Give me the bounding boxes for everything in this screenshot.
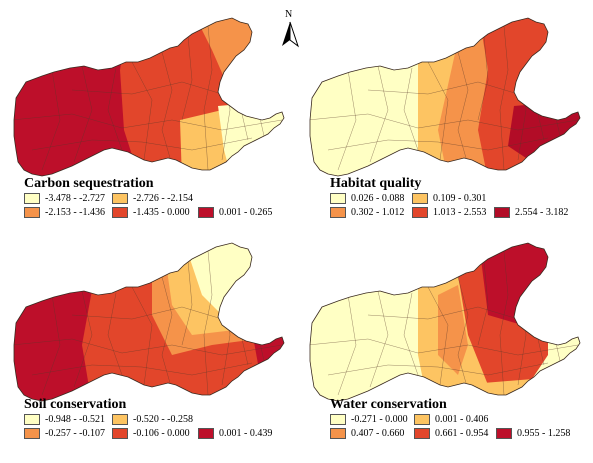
panel-title: Soil conservation [24, 397, 127, 412]
legend-swatch [412, 193, 428, 204]
legend-item: -3.478 - -2.727 [24, 193, 112, 204]
legend-item: -0.106 - 0.000 [112, 428, 198, 439]
legend-swatch [412, 207, 428, 218]
legend-swatch [330, 207, 346, 218]
legend-swatch [112, 207, 128, 218]
legend-spacer [198, 414, 284, 425]
legend-label: -0.271 - 0.000 [351, 414, 408, 425]
habitat-quality-map [309, 17, 581, 177]
legend-label: 0.026 - 0.088 [351, 193, 405, 204]
legend-label: 0.661 - 0.954 [435, 428, 489, 439]
zone-class-5 [252, 325, 284, 375]
legend-label: 2.554 - 3.182 [515, 207, 569, 218]
legend-item: -0.257 - -0.107 [24, 428, 112, 439]
panel-water-conservation: Water conservation -0.271 - 0.000 0.001 … [308, 235, 583, 450]
legend-item: 0.302 - 1.012 [330, 207, 412, 218]
legend-item: 0.955 - 1.258 [496, 428, 582, 439]
legend-label: -1.435 - 0.000 [133, 207, 190, 218]
legend-item: 0.407 - 0.660 [330, 428, 414, 439]
legend-label: 0.001 - 0.406 [435, 414, 489, 425]
legend-swatch [24, 193, 40, 204]
panel-carbon-sequestration: Carbon sequestration -3.478 - -2.727 -2.… [12, 10, 287, 225]
legend-item: -0.271 - 0.000 [330, 414, 414, 425]
legend: -0.948 - -0.521 -0.520 - -0.258 -0.257 -… [24, 414, 284, 439]
legend-swatch [112, 428, 128, 439]
zone-class-4 [478, 18, 548, 176]
legend-label: -2.726 - -2.154 [133, 193, 193, 204]
panel-title: Water conservation [330, 397, 447, 412]
legend-label: 0.001 - 0.439 [219, 428, 273, 439]
legend-item: 1.013 - 2.553 [412, 207, 494, 218]
north-label: N [285, 9, 293, 20]
legend: -3.478 - -2.727 -2.726 - -2.154 -2.153 -… [24, 193, 284, 218]
legend-label: 0.407 - 0.660 [351, 428, 405, 439]
legend-label: 0.109 - 0.301 [433, 193, 487, 204]
legend-item: -0.948 - -0.521 [24, 414, 112, 425]
legend-swatch [496, 428, 512, 439]
legend-spacer [198, 193, 284, 204]
legend-swatch [198, 428, 214, 439]
legend-swatch [198, 207, 214, 218]
legend-item: -2.726 - -2.154 [112, 193, 198, 204]
panel-soil-conservation: Soil conservation -0.948 - -0.521 -0.520… [12, 235, 287, 450]
legend-swatch [494, 207, 510, 218]
water-conservation-map [309, 242, 581, 402]
legend-item: 0.001 - 0.439 [198, 428, 284, 439]
legend-item: -0.520 - -0.258 [112, 414, 198, 425]
panel-habitat-quality: Habitat quality 0.026 - 0.088 0.109 - 0.… [308, 10, 583, 225]
legend-label: 1.013 - 2.553 [433, 207, 487, 218]
legend: 0.026 - 0.088 0.109 - 0.301 0.302 - 1.01… [330, 193, 580, 218]
panel-title: Habitat quality [330, 176, 422, 191]
legend: -0.271 - 0.000 0.001 - 0.406 0.407 - 0.6… [330, 414, 582, 439]
panel-title: Carbon sequestration [24, 176, 154, 191]
legend-swatch [112, 193, 128, 204]
legend-item: 0.001 - 0.265 [198, 207, 284, 218]
legend-swatch [24, 207, 40, 218]
zone-class-3 [438, 285, 468, 375]
legend-label: -3.478 - -2.727 [45, 193, 105, 204]
north-arrow-icon [282, 21, 299, 48]
legend-item: 2.554 - 3.182 [494, 207, 580, 218]
legend-swatch [24, 414, 40, 425]
legend-label: -0.948 - -0.521 [45, 414, 105, 425]
legend-label: 0.302 - 1.012 [351, 207, 405, 218]
legend-item: 0.026 - 0.088 [330, 193, 412, 204]
legend-item: 0.661 - 0.954 [414, 428, 496, 439]
zone-class-1 [218, 100, 284, 176]
legend-label: 0.955 - 1.258 [517, 428, 571, 439]
legend-swatch [414, 428, 430, 439]
legend-item: 0.109 - 0.301 [412, 193, 494, 204]
legend-swatch [24, 428, 40, 439]
legend-spacer [496, 414, 582, 425]
legend-label: -0.257 - -0.107 [45, 428, 105, 439]
legend-label: -0.520 - -0.258 [133, 414, 193, 425]
legend-item: -2.153 - -1.436 [24, 207, 112, 218]
legend-label: -2.153 - -1.436 [45, 207, 105, 218]
legend-swatch [112, 414, 128, 425]
legend-label: 0.001 - 0.265 [219, 207, 273, 218]
carbon-sequestration-map [13, 17, 285, 177]
legend-item: 0.001 - 0.406 [414, 414, 496, 425]
legend-swatch [330, 193, 346, 204]
legend-swatch [414, 414, 430, 425]
legend-swatch [330, 414, 346, 425]
legend-swatch [330, 428, 346, 439]
soil-conservation-map [13, 242, 285, 402]
legend-item: -1.435 - 0.000 [112, 207, 198, 218]
legend-label: -0.106 - 0.000 [133, 428, 190, 439]
legend-spacer [494, 193, 580, 204]
zone-class-5 [478, 243, 548, 325]
